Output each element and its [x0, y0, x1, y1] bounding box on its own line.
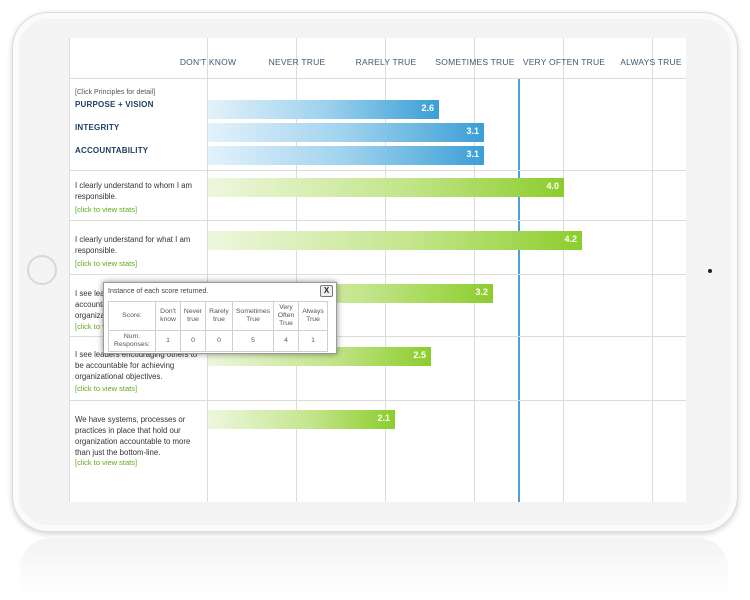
score-header: Sometimes True: [232, 301, 274, 331]
question-text: We have systems, processes or practices …: [75, 415, 191, 457]
question-text: I see leaders encouraging others to be a…: [75, 350, 198, 381]
home-button[interactable]: [27, 255, 57, 285]
column-header-rarely-true: RARELY TRUE: [355, 57, 417, 67]
view-stats-link[interactable]: [click to view stats]: [75, 458, 138, 467]
bar-purpose-vision: 2.6: [208, 100, 439, 119]
response-count: 0: [205, 330, 233, 352]
grid-line: [385, 38, 386, 502]
bar-value-label: 2.1: [377, 413, 390, 423]
response-count: 5: [232, 330, 274, 352]
header-divider: [69, 78, 686, 79]
bar-value-label: 3.1: [466, 126, 479, 136]
question-text: I clearly understand to whom I am respon…: [75, 181, 193, 201]
view-stats-link[interactable]: [click to view stats]: [75, 384, 138, 393]
popup-title: Instance of each score returned.: [108, 288, 209, 295]
score-header: Always True: [298, 301, 328, 331]
responses-row-label: Num. Responses:: [108, 330, 156, 352]
column-header-always-true: ALWAYS TRUE: [620, 57, 682, 67]
principle-integrity[interactable]: INTEGRITY: [75, 123, 120, 132]
bar-integrity: 3.1: [208, 123, 484, 142]
row-divider: [69, 170, 686, 171]
score-header: Rarely true: [205, 301, 233, 331]
view-stats-link[interactable]: [click to view stats]: [75, 205, 138, 214]
survey-screen: DON'T KNOW NEVER TRUE RARELY TRUE SOMETI…: [69, 38, 686, 502]
grid-line: [296, 38, 297, 502]
response-count: 1: [298, 330, 328, 352]
bar-value-label: 2.6: [421, 103, 434, 113]
grid-line: [207, 38, 208, 502]
score-header: Don't know: [155, 301, 181, 331]
principles-hint: [Click Principles for detail]: [75, 89, 156, 96]
bar-value-label: 2.5: [413, 350, 426, 360]
bar-accountability: 3.1: [208, 146, 484, 165]
response-count: 1: [155, 330, 181, 352]
close-button[interactable]: X: [320, 285, 333, 297]
column-header-very-often-true: VERY OFTEN TRUE: [522, 57, 606, 67]
bar-value-label: 4.0: [546, 181, 559, 191]
row-divider: [69, 220, 686, 221]
bar-value-label: 4.2: [564, 234, 577, 244]
bar-question-5: 2.1: [208, 410, 395, 429]
tablet-reflection: [20, 538, 728, 594]
score-header: Very Often True: [273, 301, 299, 331]
view-stats-link[interactable]: [click to view stats]: [75, 259, 138, 268]
grid-line: [69, 38, 70, 502]
question-text: I clearly understand for what I am respo…: [75, 235, 191, 255]
column-header-dont-know: DON'T KNOW: [179, 57, 237, 67]
score-stats-popup: Instance of each score returned. X Score…: [103, 282, 337, 354]
grid-line: [474, 38, 475, 502]
grid-line: [563, 38, 564, 502]
score-table: Score: Don't know Never true Rarely true…: [108, 301, 328, 352]
camera-dot: [708, 269, 712, 273]
bar-value-label: 3.1: [466, 149, 479, 159]
principle-purpose-vision[interactable]: PURPOSE + VISION: [75, 100, 154, 109]
response-count: 0: [180, 330, 206, 352]
row-divider: [69, 336, 686, 337]
table-row: Num. Responses: 1 0 0 5 4 1: [108, 330, 328, 352]
score-row-label: Score:: [108, 301, 156, 331]
bar-value-label: 3.2: [475, 287, 488, 297]
row-divider: [69, 274, 686, 275]
column-header-never-true: NEVER TRUE: [268, 57, 326, 67]
response-count: 4: [273, 330, 299, 352]
grid-line: [652, 38, 653, 502]
reference-line: [518, 78, 520, 502]
bar-question-2: 4.2: [208, 231, 582, 250]
column-header-sometimes-true: SOMETIMES TRUE: [435, 57, 515, 67]
row-divider: [69, 400, 686, 401]
table-row: Score: Don't know Never true Rarely true…: [108, 301, 328, 331]
score-header: Never true: [180, 301, 206, 331]
principle-accountability[interactable]: ACCOUNTABILITY: [75, 146, 149, 155]
bar-question-1: 4.0: [208, 178, 564, 197]
